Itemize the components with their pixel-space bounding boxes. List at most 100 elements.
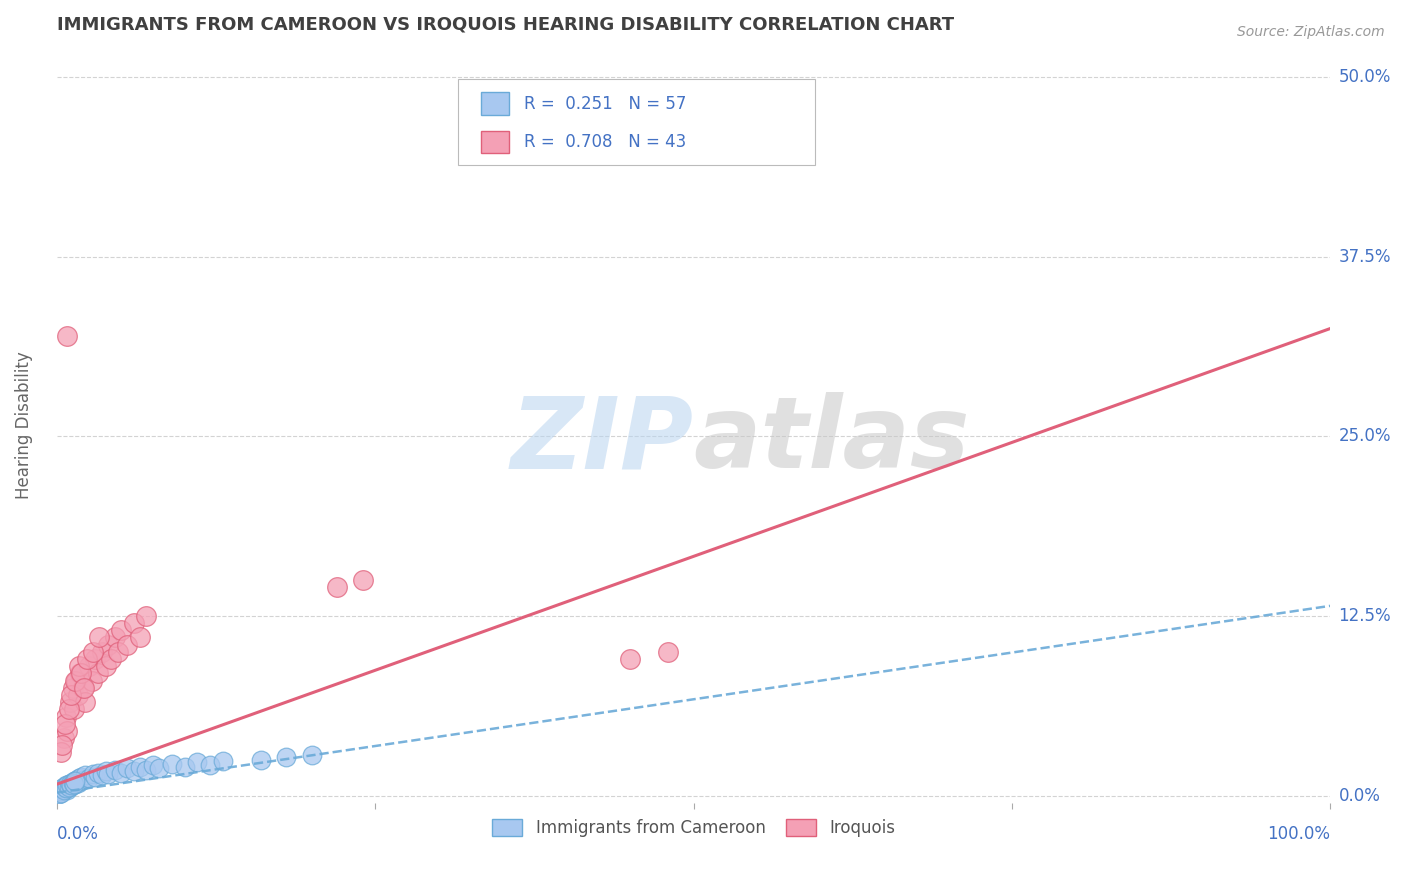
Text: R =  0.708   N = 43: R = 0.708 N = 43 xyxy=(524,133,686,151)
Point xyxy=(53,780,76,794)
Point xyxy=(56,782,79,797)
Point xyxy=(97,638,120,652)
Point xyxy=(76,652,98,666)
Text: 50.0%: 50.0% xyxy=(1339,68,1391,87)
Text: 37.5%: 37.5% xyxy=(1339,248,1391,266)
Point xyxy=(56,328,79,343)
Point xyxy=(129,631,152,645)
Bar xyxy=(481,92,509,115)
Point xyxy=(84,770,107,784)
Point xyxy=(60,779,83,793)
Point xyxy=(60,688,83,702)
Point xyxy=(67,659,90,673)
Point xyxy=(49,746,72,760)
Point xyxy=(75,768,97,782)
Text: 0.0%: 0.0% xyxy=(1339,787,1381,805)
Text: Source: ZipAtlas.com: Source: ZipAtlas.com xyxy=(1237,25,1385,39)
Point xyxy=(56,723,79,738)
Point xyxy=(87,765,110,780)
Point xyxy=(51,781,73,796)
Text: ZIP: ZIP xyxy=(510,392,693,489)
Point xyxy=(49,786,72,800)
Point xyxy=(67,772,90,786)
Point xyxy=(65,772,87,787)
Point xyxy=(70,666,93,681)
Point xyxy=(63,774,86,789)
Point xyxy=(84,652,107,666)
Point xyxy=(59,695,82,709)
Legend: Immigrants from Cameroon, Iroquois: Immigrants from Cameroon, Iroquois xyxy=(485,812,901,844)
Point xyxy=(52,731,75,745)
Point xyxy=(63,702,86,716)
Point xyxy=(73,681,96,695)
Point xyxy=(148,761,170,775)
Point xyxy=(58,780,80,794)
Point xyxy=(173,760,195,774)
Point xyxy=(87,666,110,681)
Point xyxy=(107,645,129,659)
Point xyxy=(58,702,80,716)
Point xyxy=(51,738,73,752)
Point xyxy=(63,777,86,791)
Point xyxy=(62,779,84,793)
Point xyxy=(62,775,84,789)
Point xyxy=(48,787,70,801)
Point xyxy=(66,775,89,789)
Point xyxy=(110,765,132,780)
Point xyxy=(53,716,76,731)
Text: 25.0%: 25.0% xyxy=(1339,427,1391,445)
Bar xyxy=(458,78,814,165)
Point xyxy=(117,761,139,775)
Point xyxy=(49,782,72,797)
Point xyxy=(301,748,323,763)
Text: 100.0%: 100.0% xyxy=(1267,825,1330,843)
Point xyxy=(53,781,76,796)
Point xyxy=(62,681,84,695)
Point xyxy=(82,767,104,781)
Point xyxy=(59,777,82,791)
Point xyxy=(94,659,117,673)
Text: atlas: atlas xyxy=(693,392,970,489)
Point xyxy=(103,631,125,645)
Point xyxy=(89,631,111,645)
Point xyxy=(352,573,374,587)
Point xyxy=(135,763,157,777)
Point xyxy=(56,779,79,793)
Point xyxy=(110,624,132,638)
Point xyxy=(97,767,120,781)
Text: R =  0.251   N = 57: R = 0.251 N = 57 xyxy=(524,95,686,112)
Point xyxy=(51,784,73,798)
Bar xyxy=(481,130,509,153)
Point xyxy=(80,673,103,688)
Point xyxy=(186,756,208,770)
Point xyxy=(160,756,183,771)
Point xyxy=(55,709,77,723)
Point xyxy=(49,786,72,800)
Point xyxy=(250,753,273,767)
Point xyxy=(63,673,86,688)
Point xyxy=(90,645,112,659)
Point xyxy=(52,782,75,797)
Point xyxy=(63,777,86,791)
Point xyxy=(72,681,94,695)
Point xyxy=(82,645,104,659)
Point xyxy=(59,780,82,794)
Point xyxy=(122,616,145,631)
Text: IMMIGRANTS FROM CAMEROON VS IROQUOIS HEARING DISABILITY CORRELATION CHART: IMMIGRANTS FROM CAMEROON VS IROQUOIS HEA… xyxy=(58,15,955,33)
Point xyxy=(60,775,83,789)
Point xyxy=(122,764,145,778)
Point xyxy=(63,774,86,789)
Point xyxy=(49,784,72,798)
Point xyxy=(69,666,91,681)
Point xyxy=(90,768,112,782)
Point xyxy=(52,780,75,794)
Y-axis label: Hearing Disability: Hearing Disability xyxy=(15,351,32,500)
Point xyxy=(65,673,87,688)
Point xyxy=(77,772,100,786)
Point xyxy=(77,659,100,673)
Point xyxy=(55,781,77,796)
Point xyxy=(103,763,125,777)
Point xyxy=(72,772,94,787)
Point xyxy=(276,749,298,764)
Point xyxy=(326,580,349,594)
